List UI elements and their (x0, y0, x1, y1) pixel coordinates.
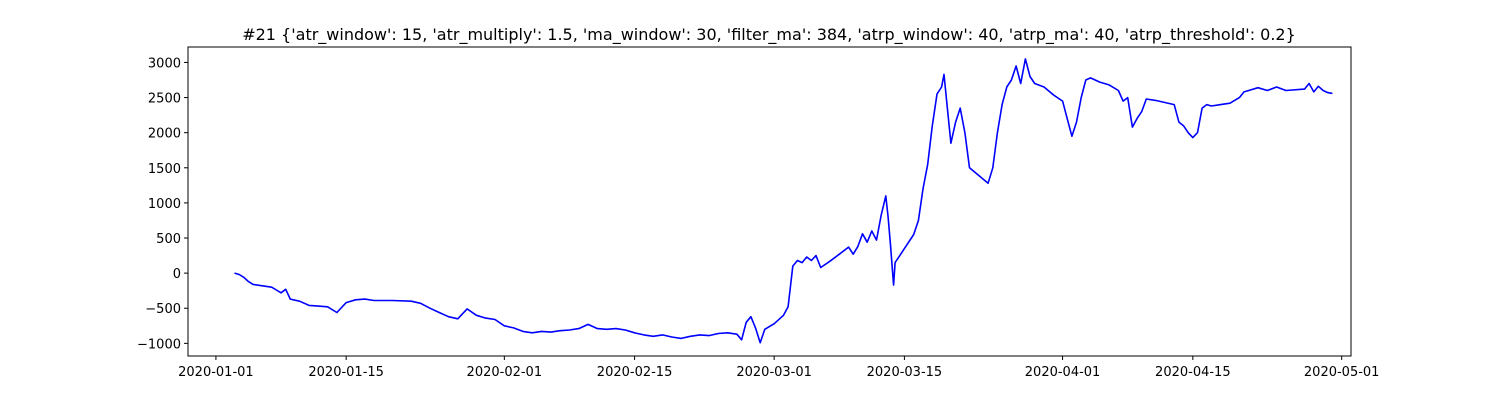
plot-frame (187, 46, 1352, 357)
x-tick-label: 2020-04-15 (1155, 365, 1231, 380)
x-tick-label: 2020-02-01 (467, 365, 543, 380)
y-axis: −1000 −500 0 500 1000 1500 2000 2500 3000 (137, 56, 188, 352)
x-tick-label: 2020-01-01 (178, 365, 254, 380)
x-tick-label: 2020-02-15 (597, 365, 673, 380)
x-axis: 2020-01-01 2020-01-15 2020-02-01 2020-02-15… (178, 356, 1379, 380)
y-tick-label: 500 (156, 232, 181, 247)
plot-area (188, 47, 1351, 356)
series-layer (234, 58, 1333, 344)
y-tick-label: 1500 (148, 162, 181, 177)
y-tick-label: −1000 (137, 337, 181, 352)
x-tick-label: 2020-01-15 (308, 365, 384, 380)
x-tick-label: 2020-05-01 (1304, 365, 1380, 380)
x-tick-label: 2020-04-01 (1025, 365, 1101, 380)
series-line (234, 58, 1333, 344)
y-tick-label: 2500 (148, 92, 181, 107)
x-tick-label: 2020-03-15 (867, 365, 943, 380)
x-tick-label: 2020-03-01 (736, 365, 812, 380)
chart-title: #21 {'atr_window': 15, 'atr_multiply': 1… (242, 25, 1296, 45)
y-tick-label: 3000 (148, 56, 181, 71)
y-tick-label: 0 (173, 267, 181, 282)
y-tick-label: 1000 (148, 197, 181, 212)
y-tick-label: 2000 (148, 127, 181, 142)
y-tick-label: −500 (145, 302, 181, 317)
